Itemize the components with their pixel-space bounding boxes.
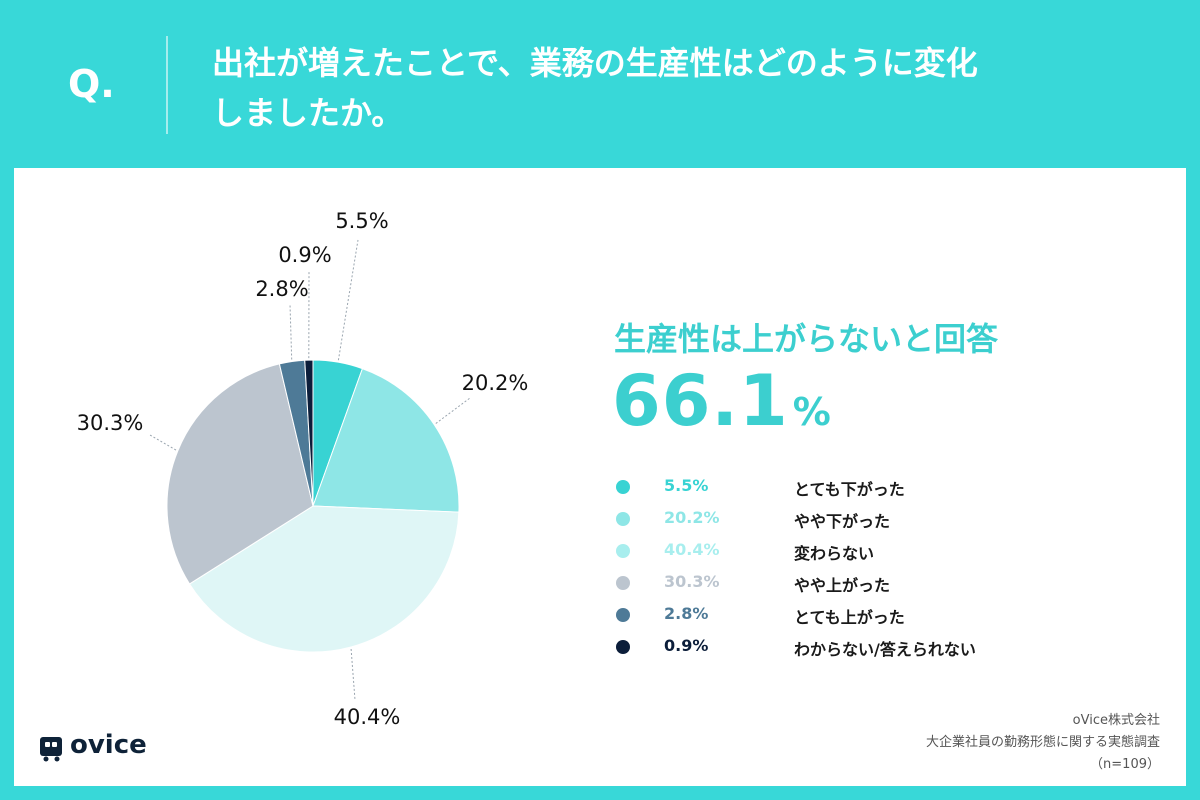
legend-item: 5.5% とても下がった: [612, 472, 1052, 504]
logo-wordmark: ovice: [70, 730, 147, 760]
legend-item: 2.8% とても上がった: [612, 600, 1052, 632]
sample-size: （n=109）: [1090, 757, 1160, 772]
question-header: Q. 出社が増えたことで、業務の生産性はどのように変化 しましたか。: [0, 0, 1200, 168]
slice-label: 2.8%: [255, 277, 308, 301]
slice-label: 30.3%: [77, 411, 144, 435]
legend-dot: [616, 480, 630, 494]
legend-pct: 20.2%: [664, 508, 720, 527]
question-line-1: 出社が増えたことで、業務の生産性はどのように変化: [212, 44, 978, 82]
question-text: 出社が増えたことで、業務の生産性はどのように変化 しましたか。: [212, 38, 1112, 138]
legend-pct: 5.5%: [664, 476, 709, 495]
legend-dot: [616, 544, 630, 558]
legend-item: 40.4% 変わらない: [612, 536, 1052, 568]
leader-line: [289, 303, 293, 360]
slice-label: 5.5%: [335, 209, 388, 233]
chart-legend: 5.5% とても下がった 20.2% やや下がった 40.4% 変わらない 30.3% やや上…: [612, 472, 1052, 664]
legend-dot: [616, 608, 630, 622]
slice-label: 20.2%: [462, 371, 529, 395]
legend-pct: 30.3%: [664, 572, 720, 591]
legend-label: 変わらない: [794, 544, 875, 563]
leader-line: [350, 648, 356, 701]
legend-label: とても下がった: [794, 480, 905, 499]
summary-value: 66.1%: [612, 360, 832, 442]
legend-label: わからない/答えられない: [794, 640, 976, 659]
legend-pct: 40.4%: [664, 540, 720, 559]
leader-line: [435, 397, 471, 424]
question-mark: Q.: [68, 62, 115, 106]
legend-dot: [616, 640, 630, 654]
legend-dot: [616, 576, 630, 590]
legend-item: 0.9% わからない/答えられない: [612, 632, 1052, 664]
summary-headline: 生産性は上がらないと回答: [614, 320, 999, 358]
pie-slice: [304, 359, 314, 507]
slice-label: 40.4%: [334, 705, 401, 729]
pie-slice: [188, 505, 460, 653]
pie-slice: [312, 367, 460, 513]
legend-pct: 2.8%: [664, 604, 709, 623]
legend-label: やや上がった: [794, 576, 891, 595]
header-divider: [166, 36, 168, 134]
legend-item: 30.3% やや上がった: [612, 568, 1052, 600]
leader-line: [149, 434, 177, 451]
leader-line: [337, 239, 359, 361]
pie-slice: [166, 363, 314, 585]
legend-dot: [616, 512, 630, 526]
ovice-logo-icon: [40, 737, 62, 762]
slice-label: 0.9%: [278, 243, 331, 267]
question-line-2: しましたか。: [212, 94, 404, 132]
legend-label: やや下がった: [794, 512, 891, 531]
summary-unit: %: [792, 390, 832, 434]
source-note: oVice株式会社 大企業社員の勤務形態に関する実態調査 （n=109）: [926, 710, 1160, 776]
source-title: 大企業社員の勤務形態に関する実態調査: [925, 735, 1160, 750]
summary-number: 66.1: [612, 360, 789, 442]
source-company: oVice株式会社: [1072, 713, 1160, 728]
legend-label: とても上がった: [794, 608, 905, 627]
legend-pct: 0.9%: [664, 636, 709, 655]
legend-item: 20.2% やや下がった: [612, 504, 1052, 536]
